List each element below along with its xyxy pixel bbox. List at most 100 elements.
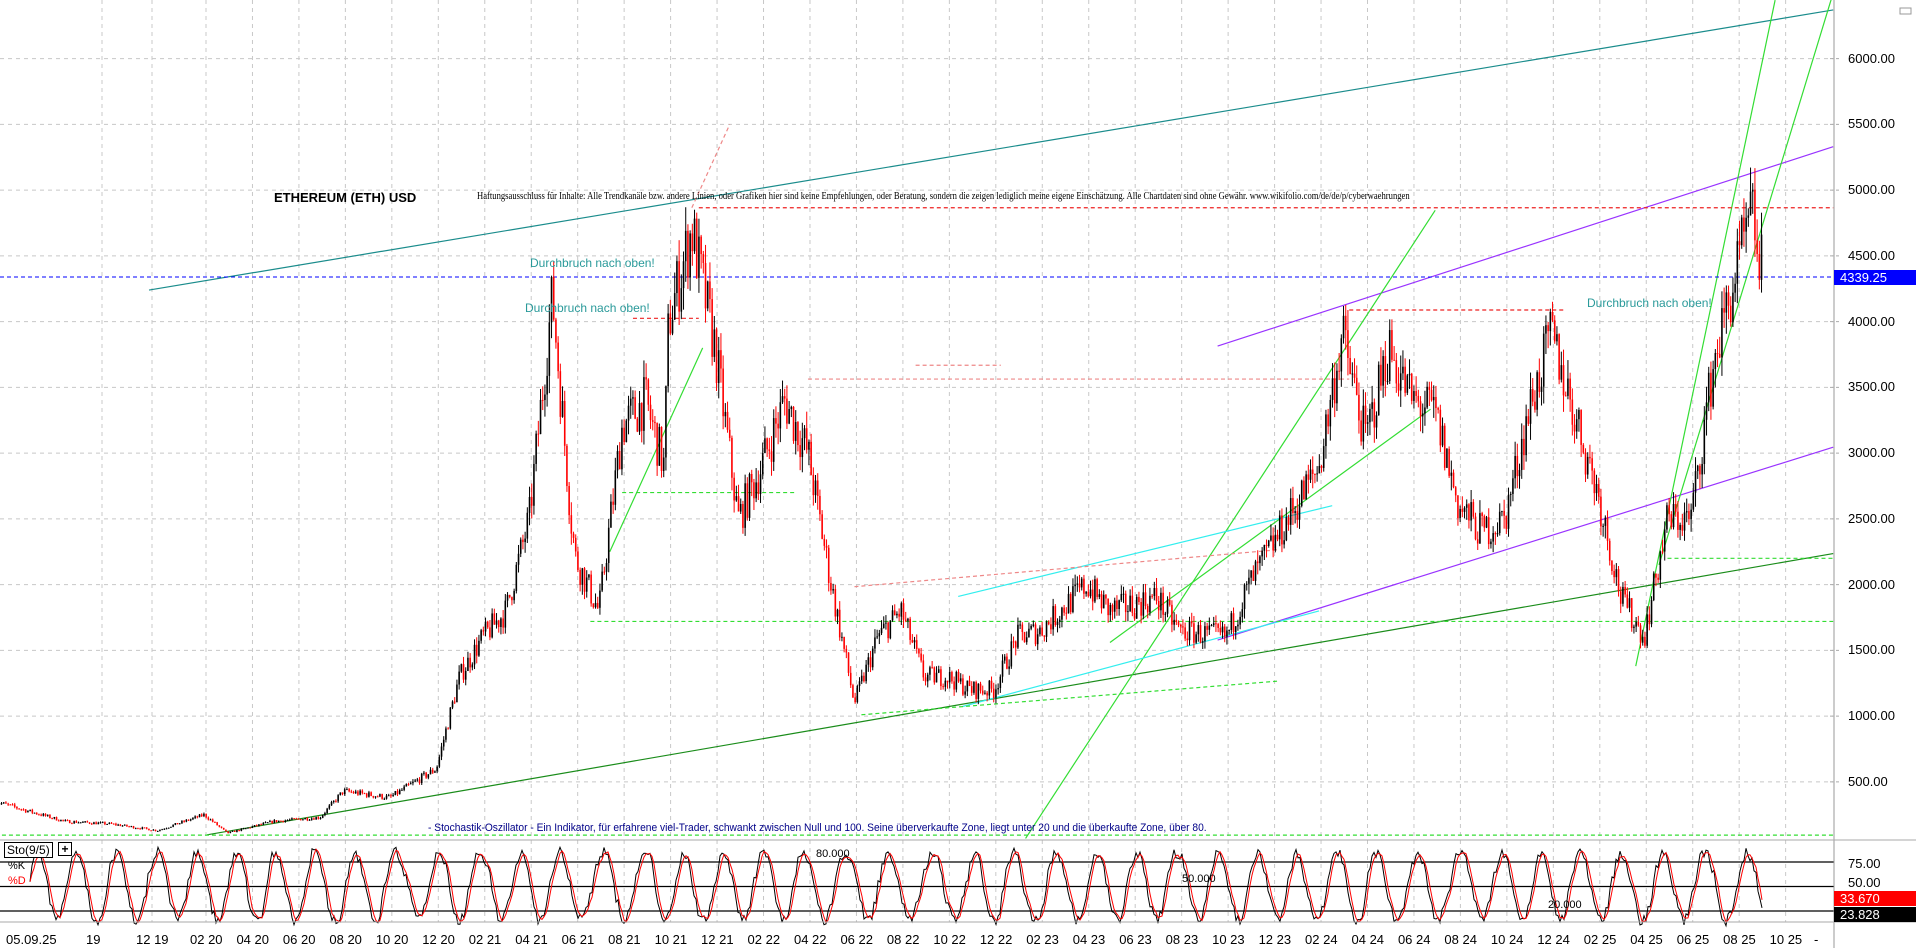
- candle-body: [84, 821, 86, 823]
- candle-body: [1591, 458, 1593, 471]
- candle-body: [64, 820, 67, 822]
- candle-body: [1514, 455, 1516, 479]
- candle-body: [449, 707, 452, 729]
- x-tick-label: 04 22: [793, 932, 827, 947]
- candle-body: [178, 823, 181, 825]
- candle-body: [1025, 637, 1028, 643]
- candle-body: [634, 397, 636, 419]
- candle-body: [1278, 515, 1281, 540]
- x-tick-label: 04 23: [1072, 932, 1106, 947]
- candle-body: [1729, 305, 1732, 323]
- candle-body: [1212, 623, 1215, 626]
- candle-body: [852, 685, 854, 698]
- y-tick-label: 4000.00: [1848, 313, 1895, 329]
- candle-body: [1600, 496, 1602, 527]
- candle-body: [53, 817, 56, 819]
- candle-body: [1516, 455, 1519, 477]
- x-tick-label: 12 22: [979, 932, 1013, 947]
- candle-body: [1639, 625, 1642, 643]
- candle-body: [1340, 338, 1343, 372]
- candle-body: [715, 329, 718, 384]
- stochastic-label[interactable]: Sto(9/5): [4, 842, 53, 858]
- candle-body: [493, 613, 496, 625]
- y-tick-label: 2000.00: [1848, 576, 1895, 592]
- y-tick-label: 3000.00: [1848, 445, 1895, 461]
- candle-body: [766, 438, 768, 450]
- candle-body: [227, 831, 229, 834]
- candle-body: [577, 551, 579, 570]
- candle-body: [390, 795, 392, 797]
- candle-body: [799, 445, 801, 458]
- x-tick-label: 08 21: [608, 932, 641, 947]
- add-indicator-button[interactable]: +: [58, 842, 72, 856]
- candle-body: [944, 680, 947, 687]
- candle-body: [871, 648, 874, 668]
- candle-body: [1668, 505, 1670, 515]
- trend-line: [958, 505, 1333, 598]
- candle-body: [1355, 377, 1358, 395]
- candle-body: [898, 613, 900, 617]
- x-tick-label: 12 19: [136, 932, 169, 947]
- candle-body: [893, 610, 896, 616]
- candle-body: [1415, 391, 1417, 396]
- candle-body: [484, 621, 487, 632]
- candle-body: [1406, 375, 1409, 393]
- candle-body: [101, 822, 104, 824]
- candle-body: [75, 821, 78, 823]
- candle-body: [1681, 524, 1684, 531]
- candle-body: [324, 812, 326, 816]
- candle-body: [1263, 544, 1266, 551]
- candle-body: [1637, 621, 1640, 626]
- candle-body: [1674, 504, 1677, 512]
- candle-body: [1404, 366, 1406, 393]
- candle-body: [955, 671, 958, 690]
- candle-body: [1734, 283, 1736, 293]
- candle-body: [612, 501, 614, 505]
- candle-body: [1237, 624, 1239, 627]
- y-tick-label: 4500.00: [1848, 247, 1895, 263]
- candle-body: [1188, 621, 1191, 641]
- x-tick-label: 08 22: [886, 932, 920, 947]
- candle-body: [1421, 413, 1424, 417]
- candle-body: [607, 527, 610, 564]
- candle-body: [1721, 308, 1723, 358]
- candle-body: [394, 791, 397, 796]
- trend-line: [1635, 0, 1776, 667]
- candle-body: [1234, 626, 1237, 633]
- candle-body: [522, 539, 524, 543]
- disclaimer-text: Haftungsausschluss für Inhalte: Alle Tre…: [477, 191, 1410, 202]
- candle-body: [1320, 466, 1323, 468]
- candle-body: [491, 613, 493, 638]
- candle-body: [376, 796, 379, 798]
- candle-body: [1751, 189, 1754, 192]
- candle-body: [1124, 593, 1127, 613]
- candle-body: [629, 398, 632, 406]
- candle-body: [1481, 513, 1483, 517]
- candle-body: [1311, 469, 1314, 474]
- level-label-50: 50.000: [1182, 873, 1216, 885]
- candle-body: [11, 804, 14, 806]
- candle-body: [495, 620, 498, 625]
- candle-body: [962, 678, 964, 695]
- candle-body: [418, 779, 421, 784]
- candle-body: [940, 669, 942, 687]
- candle-body: [1672, 504, 1675, 528]
- candle-body: [1204, 626, 1206, 642]
- candle-body: [297, 818, 300, 820]
- candle-body: [603, 571, 606, 573]
- candle-body: [231, 830, 234, 832]
- candle-body: [1336, 370, 1338, 404]
- candle-body: [409, 783, 412, 785]
- candle-body: [1344, 315, 1347, 331]
- minimize-icon[interactable]: [1899, 7, 1912, 15]
- candle-body: [588, 574, 590, 578]
- candle-body: [1135, 596, 1138, 619]
- candle-body: [1272, 535, 1274, 551]
- candle-body: [1595, 483, 1598, 494]
- candle-body: [73, 821, 75, 824]
- candle-body: [1351, 373, 1354, 375]
- candle-body: [253, 825, 256, 827]
- candle-body: [1657, 577, 1659, 580]
- candle-body: [1694, 471, 1697, 493]
- candle-body: [1408, 373, 1411, 376]
